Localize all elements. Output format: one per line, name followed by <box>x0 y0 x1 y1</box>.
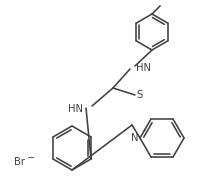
Text: N: N <box>131 133 138 143</box>
Text: Br: Br <box>14 157 25 167</box>
Text: HN: HN <box>68 104 83 114</box>
Text: ⁺: ⁺ <box>140 129 145 137</box>
Text: −: − <box>27 153 35 163</box>
Text: HN: HN <box>135 63 150 73</box>
Text: S: S <box>135 90 142 100</box>
